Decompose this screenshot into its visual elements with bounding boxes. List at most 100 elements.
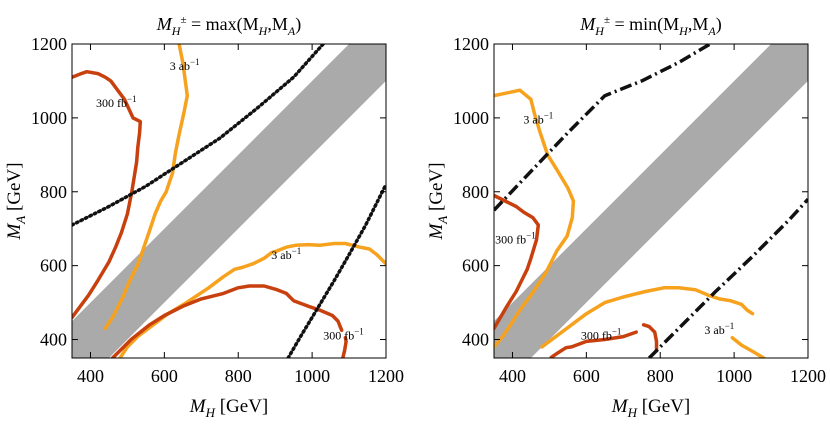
excluded-band [494, 44, 808, 358]
x-tick-label: 1200 [790, 366, 826, 386]
y-label-sub: A [435, 216, 450, 225]
plot-area [494, 44, 808, 358]
plot-area [72, 44, 386, 358]
contour-label-text: 3 ab [704, 323, 724, 337]
series-line-4 [110, 284, 344, 358]
series-line-3 [540, 286, 755, 349]
x-tick-label: 800 [225, 366, 252, 386]
y-axis-label: MA [GeV] [426, 162, 450, 240]
series-line-6 [641, 323, 659, 353]
x-tick-label: 400 [499, 366, 526, 386]
contour-label: 300 fb−1 [581, 327, 622, 343]
y-label-sub: A [13, 216, 28, 225]
contour-label-text: 3 ab [523, 112, 543, 126]
x-axis-label: MH [GeV] [611, 396, 691, 420]
title-close: ) [716, 14, 722, 35]
title-sub1: H [258, 24, 269, 38]
x-tick-label: 600 [151, 366, 178, 386]
series-line-5 [549, 330, 638, 358]
contour-label-exponent: −1 [354, 327, 364, 337]
series-line-7 [286, 182, 386, 358]
contour-label-exponent: −1 [526, 230, 536, 240]
title-m: M [156, 14, 173, 34]
title-comma: ,M [267, 14, 288, 34]
chart-title: MH± = max(MH,MA) [156, 14, 301, 38]
title-close: ) [295, 14, 301, 35]
contour-label-text: 3 ab [170, 59, 190, 73]
contour-label: 3 ab−1 [704, 321, 734, 337]
x-tick-label: 600 [573, 366, 600, 386]
y-tick-label: 1000 [31, 108, 67, 128]
excluded-band [72, 44, 386, 358]
chart-title: MH± = min(MH,MA) [579, 14, 721, 38]
title-sub: H [594, 24, 605, 38]
y-label-m: M [4, 223, 25, 241]
title-sub: H [171, 24, 182, 38]
contour-label: 300 fb−1 [495, 230, 536, 246]
y-label-unit: [GeV] [426, 162, 447, 215]
contour-label-exponent: −1 [292, 246, 302, 256]
title-sub1: H [678, 24, 689, 38]
contour-label: 3 ab−1 [523, 110, 553, 126]
title-comma: ,M [688, 14, 709, 34]
title-sup: ± [180, 14, 186, 26]
contour-label-exponent: −1 [725, 321, 735, 331]
title-sub2: A [707, 24, 716, 38]
contour-label-exponent: −1 [544, 110, 554, 120]
y-label-m: M [426, 223, 447, 241]
y-tick-label: 1200 [31, 34, 67, 54]
x-label-m: M [189, 396, 207, 417]
y-label-unit: [GeV] [4, 162, 25, 215]
contour-label-exponent: −1 [127, 94, 137, 104]
x-label-sub: H [627, 405, 638, 420]
y-tick-label: 400 [462, 330, 489, 350]
title-sub2: A [287, 24, 296, 38]
contour-label-text: 300 fb [323, 329, 354, 343]
y-tick-label: 400 [40, 330, 67, 350]
x-label-sub: H [205, 405, 216, 420]
x-tick-label: 400 [77, 366, 104, 386]
series-line-4 [730, 335, 766, 358]
y-tick-label: 800 [462, 182, 489, 202]
x-label-unit: [GeV] [637, 396, 690, 417]
y-tick-label: 1000 [453, 108, 489, 128]
y-axis-label: MA [GeV] [4, 162, 28, 240]
x-tick-label: 1000 [294, 366, 330, 386]
title-rest: = max(M [187, 14, 259, 35]
title-sup: ± [604, 14, 610, 26]
series-line-5 [341, 335, 348, 358]
y-tick-label: 600 [462, 256, 489, 276]
contour-label: 300 fb−1 [323, 327, 364, 343]
contour-label: 3 ab−1 [271, 246, 301, 262]
series-line-6 [72, 44, 325, 227]
y-tick-label: 1200 [453, 34, 489, 54]
x-label-m: M [611, 396, 629, 417]
series-line-2 [494, 193, 541, 331]
contour-label-text: 300 fb [96, 96, 127, 110]
contour-label-text: 300 fb [495, 232, 526, 246]
plot-frame [493, 43, 809, 359]
title-rest: = min(M [610, 14, 679, 35]
contour-label: 300 fb−1 [96, 94, 137, 110]
contour-label-exponent: −1 [190, 57, 200, 67]
contour-label-text: 3 ab [271, 248, 291, 262]
y-tick-label: 800 [40, 182, 67, 202]
contour-label-text: 300 fb [581, 329, 612, 343]
y-tick-label: 600 [40, 256, 67, 276]
x-tick-label: 1200 [368, 366, 404, 386]
x-tick-label: 800 [647, 366, 674, 386]
x-tick-label: 1000 [716, 366, 752, 386]
contour-label-exponent: −1 [612, 327, 622, 337]
series-line-1 [494, 88, 576, 349]
x-label-unit: [GeV] [215, 396, 268, 417]
series-line-7 [494, 44, 711, 212]
series-line-8 [647, 198, 808, 358]
plot-frame [71, 43, 387, 359]
x-axis-label: MH [GeV] [189, 396, 269, 420]
contour-label: 3 ab−1 [170, 57, 200, 73]
series-line-1 [103, 44, 190, 331]
title-m: M [579, 14, 596, 34]
